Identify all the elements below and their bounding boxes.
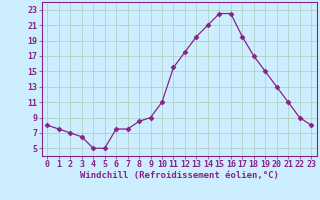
X-axis label: Windchill (Refroidissement éolien,°C): Windchill (Refroidissement éolien,°C) (80, 171, 279, 180)
